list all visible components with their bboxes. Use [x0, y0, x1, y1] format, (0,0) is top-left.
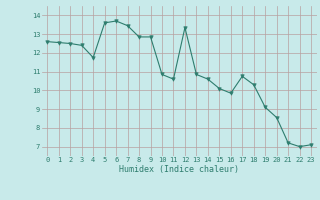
- X-axis label: Humidex (Indice chaleur): Humidex (Indice chaleur): [119, 165, 239, 174]
